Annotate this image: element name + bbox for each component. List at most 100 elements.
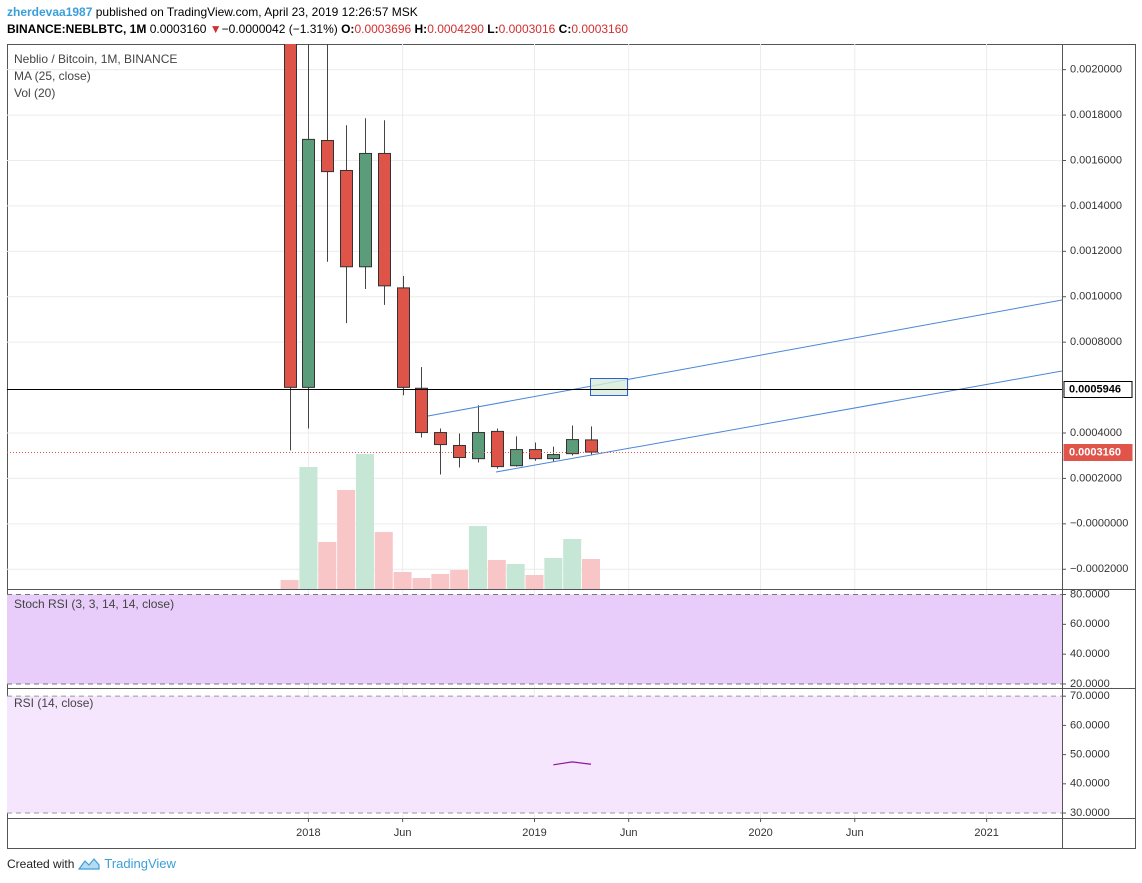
volume-bar	[393, 572, 412, 589]
ohlc-value: 0.0003696	[354, 22, 412, 36]
ohlc-key: C:	[558, 22, 572, 36]
candle-body	[453, 444, 466, 459]
pane-title: RSI (14, close)	[14, 696, 93, 710]
footer-brand[interactable]: TradingView	[104, 856, 176, 871]
y-tick-label: 0.0020000	[1070, 64, 1122, 76]
volume-bar	[299, 467, 318, 589]
y-tick-label: 0.0010000	[1070, 291, 1122, 303]
ohlc-value: 0.0003160	[571, 22, 629, 36]
y-tick-label: 70.0000	[1070, 690, 1110, 702]
drawings	[427, 299, 1062, 473]
volume-bar	[337, 490, 356, 589]
y-tick-label: 60.0000	[1070, 618, 1110, 630]
volume-bar	[506, 564, 525, 589]
price-label-box	[1063, 444, 1133, 461]
y-tick-label: 40.0000	[1070, 778, 1110, 790]
volume-bar	[487, 560, 506, 589]
bands	[7, 594, 1062, 814]
trend-line	[427, 299, 1062, 417]
band	[7, 696, 1062, 814]
candle-body	[415, 387, 428, 434]
y-tick-label: 0.0018000	[1070, 109, 1122, 121]
candle-body	[434, 432, 447, 446]
candle-body	[566, 439, 579, 455]
candle-body	[547, 454, 560, 460]
header-line: zherdevaa1987 published on TradingView.c…	[7, 4, 628, 21]
price-label-box	[1063, 381, 1133, 398]
x-tick-label: Jun	[394, 827, 412, 839]
volume-bar	[374, 532, 393, 589]
pane-title: Stoch RSI (3, 3, 14, 14, close)	[14, 597, 174, 611]
x-tick-label: Jun	[620, 827, 638, 839]
volume-bar	[318, 542, 337, 589]
logo	[78, 857, 100, 870]
y-tick-label: 0.0012000	[1070, 245, 1122, 257]
x-tick-label: Jun	[846, 827, 864, 839]
footer: Created with TradingView	[7, 856, 176, 871]
candle-body	[510, 449, 523, 467]
candle-body	[321, 140, 334, 173]
symbol: BINANCE:NEBLBTC, 1M	[7, 22, 147, 36]
band	[7, 594, 1062, 684]
candle-body	[491, 430, 504, 468]
indicator-label: MA (25, close)	[14, 69, 91, 83]
y-tick-label: 60.0000	[1070, 719, 1110, 731]
chart: 2018 Jun 2019 Jun 2020 Jun 2021 0.0020000 0.0018…	[7, 44, 1136, 849]
y-tick-label: 30.0000	[1070, 807, 1110, 819]
volume-bar	[468, 526, 487, 589]
ohlc-key: O:	[341, 22, 355, 36]
candle-body	[397, 287, 410, 388]
y-tick-label: 0.0016000	[1070, 154, 1122, 166]
price-label: 0.0003160	[1069, 446, 1121, 458]
header: zherdevaa1987 published on TradingView.c…	[7, 4, 628, 38]
volume-bar	[412, 578, 431, 589]
candle-body	[359, 152, 372, 268]
overlay: 2018 Jun 2019 Jun 2020 Jun 2021 0.0020000 0.0018…	[7, 52, 1133, 839]
change-arrow: ▼	[209, 22, 222, 36]
volume-bar	[544, 558, 563, 589]
candle-body	[284, 44, 297, 388]
main-pane	[280, 44, 601, 589]
y-tick-label: 0.0008000	[1070, 336, 1122, 348]
candle-body	[340, 169, 353, 268]
ohlc-key: L:	[487, 22, 499, 36]
volume-bar	[280, 580, 299, 589]
y-tick-label: −0.0000000	[1070, 518, 1128, 530]
y-tick-label: 20.0000	[1070, 678, 1110, 690]
pane-title: Neblio / Bitcoin, 1M, BINANCE	[14, 52, 177, 66]
x-tick-label: 2018	[296, 827, 320, 839]
ohlc-value: 0.0004290	[427, 22, 484, 36]
x-tick-label: 2019	[522, 827, 546, 839]
candle-body	[585, 439, 598, 453]
candle-body	[529, 449, 542, 460]
volume-bar	[355, 454, 374, 589]
y-tick-label: 0.0004000	[1070, 427, 1122, 439]
x-tick-label: 2020	[748, 827, 772, 839]
target-box	[590, 378, 628, 396]
x-tick-label: 2021	[974, 827, 998, 839]
last-price: 0.0003160	[149, 22, 207, 36]
candle-body	[378, 152, 391, 287]
volume-bar	[431, 574, 450, 589]
header-line: BINANCE:NEBLBTC, 1M 0.0003160 ▼−0.000004…	[7, 21, 628, 38]
y-tick-label: −0.0002000	[1070, 563, 1128, 575]
y-tick-label: 40.0000	[1070, 648, 1110, 660]
ohlc-key: H:	[414, 22, 428, 36]
footer-text: Created with	[7, 856, 75, 871]
rsi-line	[553, 761, 592, 766]
price-label: 0.0005946	[1069, 383, 1121, 395]
y-tick-label: 50.0000	[1070, 749, 1110, 761]
volume-bar	[582, 559, 601, 589]
author: zherdevaa1987	[7, 5, 93, 19]
y-tick-label: 0.0002000	[1070, 472, 1122, 484]
published: published on TradingView.com, April 23, …	[92, 5, 418, 19]
candle-body	[472, 432, 485, 460]
volume-bar	[450, 570, 469, 589]
ohlc-value: 0.0003016	[498, 22, 556, 36]
candle-body	[302, 138, 315, 388]
indicator-label: Vol (20)	[14, 86, 55, 100]
y-tick-label: 0.0014000	[1070, 200, 1122, 212]
volume-bar	[525, 575, 544, 589]
volume-bar	[563, 539, 582, 589]
